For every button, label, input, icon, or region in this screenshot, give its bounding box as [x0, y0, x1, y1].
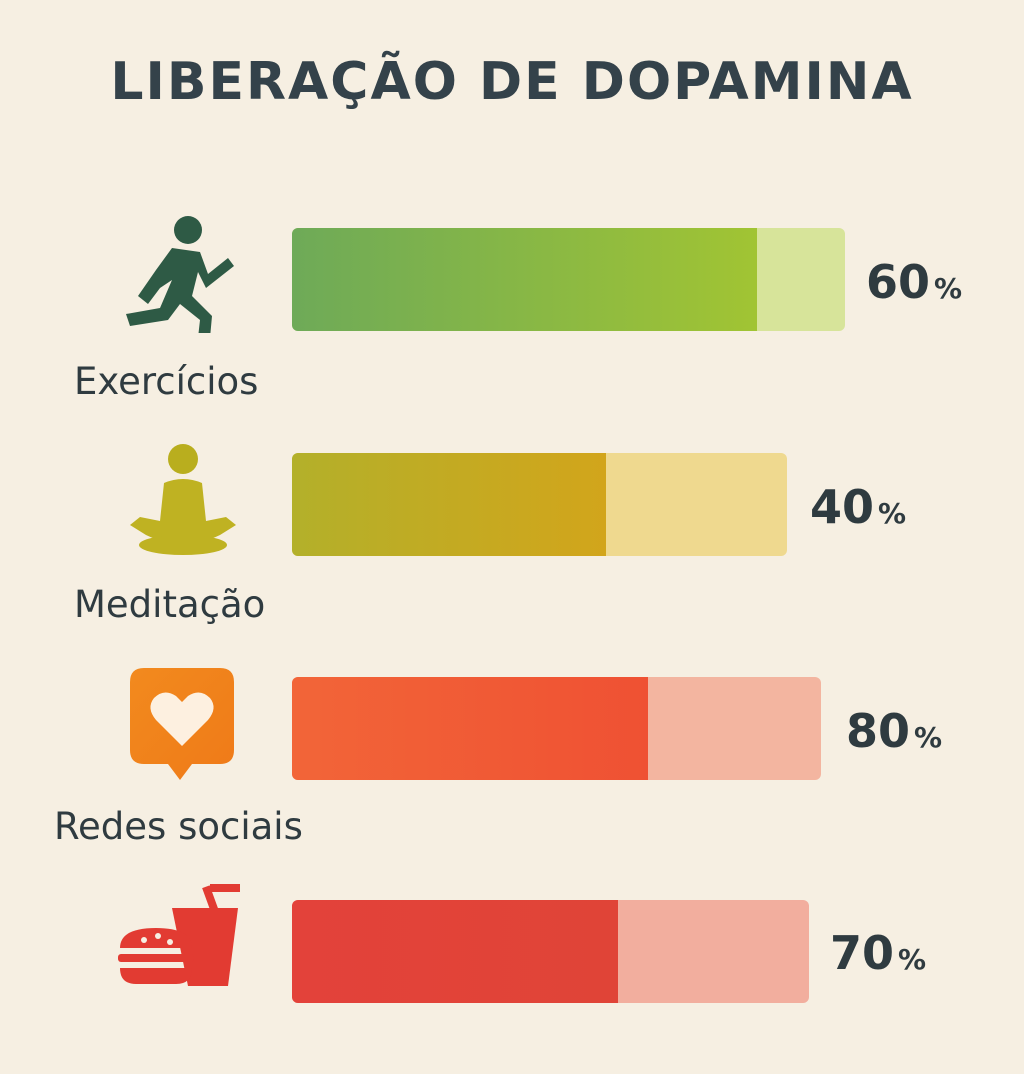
value-number: 40	[810, 480, 875, 534]
category-label: Exercícios	[74, 360, 259, 403]
value-label: 70%	[830, 926, 926, 980]
value-label: 80%	[846, 704, 942, 758]
bar-fill-exercicios	[292, 228, 757, 331]
bar-fill-redes-sociais	[292, 677, 648, 780]
value-unit: %	[898, 943, 927, 976]
bar-track	[292, 900, 809, 1003]
category-label: Redes sociais	[54, 805, 303, 848]
value-number: 70	[830, 926, 895, 980]
bar-track	[292, 677, 821, 780]
bar-track	[292, 453, 787, 556]
bar-row-meditacao: Meditação 40%	[0, 425, 1024, 626]
meditation-icon	[126, 441, 240, 561]
value-label: 60%	[866, 255, 962, 309]
category-label: Meditação	[74, 583, 266, 626]
value-number: 60	[866, 255, 931, 309]
heart-notification-icon	[130, 668, 234, 786]
value-unit: %	[914, 721, 943, 754]
value-number: 80	[846, 704, 911, 758]
bar-fill-fast-food	[292, 900, 618, 1003]
bar-fill-meditacao	[292, 453, 606, 556]
value-label: 40%	[810, 480, 906, 534]
bar-row-fast-food: 70%	[0, 874, 1024, 1074]
value-unit: %	[878, 497, 907, 530]
bar-row-exercicios: Exercícios 60%	[0, 200, 1024, 403]
chart-title: LIBERAÇÃO DE DOPAMINA	[110, 52, 914, 112]
fast-food-icon	[116, 878, 246, 988]
running-person-icon	[120, 208, 240, 338]
bar-row-redes-sociais: Redes sociais 80%	[0, 650, 1024, 850]
bar-track	[292, 228, 845, 331]
value-unit: %	[934, 272, 963, 305]
